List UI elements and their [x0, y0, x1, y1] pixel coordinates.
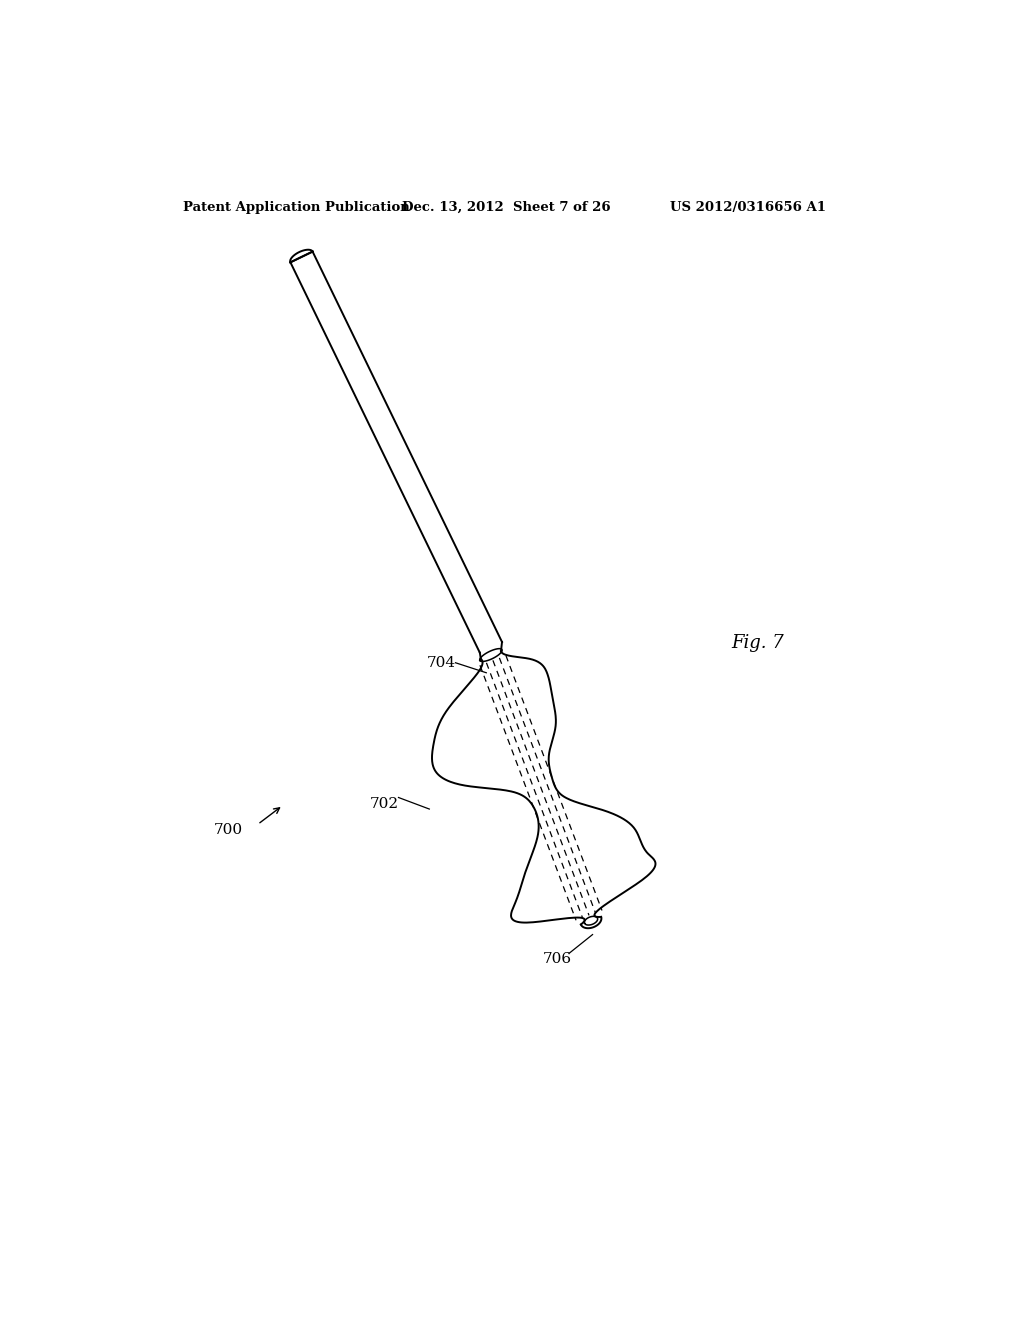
- Text: 700: 700: [214, 822, 243, 837]
- Text: Fig. 7: Fig. 7: [731, 635, 784, 652]
- Text: Patent Application Publication: Patent Application Publication: [183, 201, 410, 214]
- Text: US 2012/0316656 A1: US 2012/0316656 A1: [670, 201, 825, 214]
- Text: 702: 702: [370, 797, 398, 810]
- Text: 706: 706: [543, 952, 571, 966]
- Text: Dec. 13, 2012  Sheet 7 of 26: Dec. 13, 2012 Sheet 7 of 26: [401, 201, 610, 214]
- Text: 704: 704: [427, 656, 456, 669]
